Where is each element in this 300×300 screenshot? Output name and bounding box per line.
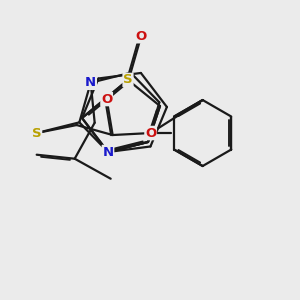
Text: O: O xyxy=(101,92,112,106)
Text: S: S xyxy=(123,74,133,86)
Text: S: S xyxy=(32,127,41,140)
Text: N: N xyxy=(85,76,96,89)
Text: O: O xyxy=(136,30,147,43)
Text: N: N xyxy=(102,146,114,158)
Text: O: O xyxy=(145,127,156,140)
